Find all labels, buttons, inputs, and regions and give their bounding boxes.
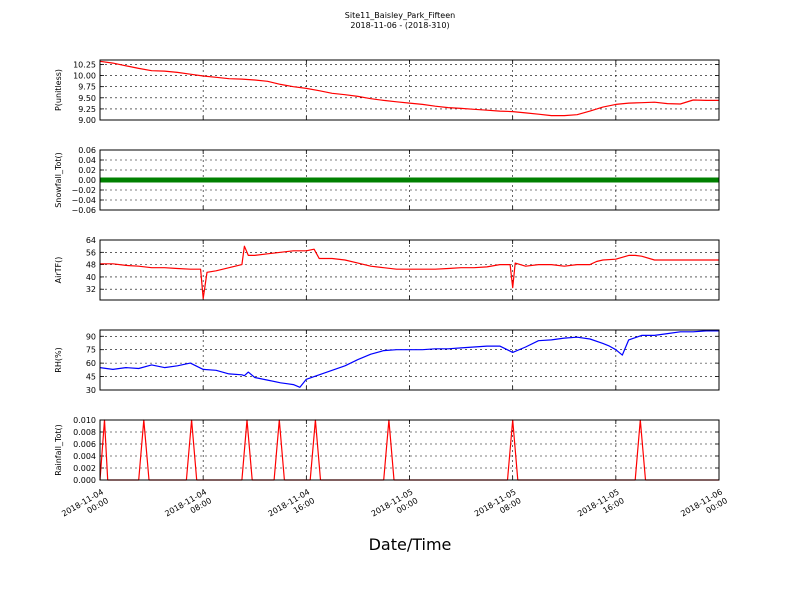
y-tick-label: 45 [86,373,96,382]
y-tick-label: 10.00 [73,72,96,81]
panel-frame [99,149,720,211]
series-line [100,245,719,300]
y-tick-label: 56 [86,248,96,257]
y-tick-label: 9.50 [78,94,96,103]
y-tick-label: −0.04 [71,196,96,205]
y-tick-label: 32 [86,285,96,294]
series-line [99,60,719,117]
y-axis-label: Rainfall_Tot() [54,424,63,476]
panel-frame [99,59,720,121]
figure-title-line1: Site11_Baisley_Park_Fifteen [345,11,455,20]
y-tick-label: 30 [86,386,96,395]
y-tick-label: 0.00 [78,176,96,185]
y-tick-label: 90 [86,332,96,341]
y-tick-label: −0.02 [71,186,96,195]
panel-1: 9.00 9.25 9.50 9.75 10.00 10.25 P(unitless) [54,59,720,125]
y-tick-label: 0.000 [73,476,96,485]
y-tick-label: 9.75 [78,83,96,92]
y-axis-label: RH(%) [54,347,63,372]
panel-5: 0.000 0.002 0.004 0.006 0.008 0.010 Rainfall_T… [54,416,720,485]
panel-2: −0.06−0.04−0.020.000.020.040.06 Snowfall_… [54,146,720,215]
y-tick-label: −0.06 [71,206,96,215]
y-tick-label: 40 [86,273,96,282]
panel-3: 32 40 48 56 64 AirTF() [54,236,720,301]
series-line [99,419,719,481]
y-tick-label: 0.04 [78,156,96,165]
panel-frame [99,239,720,301]
y-tick-label: 0.010 [73,416,96,425]
y-axis-label: P(unitless) [54,69,63,111]
panel-4: 30 45 60 75 90 RH(%) [54,329,720,395]
y-tick-label: 0.004 [73,452,96,461]
y-axis-label: Snowfall_Tot() [54,152,63,208]
y-tick-label: 0.06 [78,146,96,155]
x-axis-label: Date/Time [369,535,452,554]
y-tick-label: 0.006 [73,440,96,449]
y-tick-label: 0.008 [73,428,96,437]
panel-frame [99,329,720,391]
y-tick-label: 9.00 [78,116,96,125]
y-tick-label: 10.25 [73,60,96,69]
y-axis-label: AirTF() [54,257,63,284]
figure-title-line2: 2018-11-06 - (2018-310) [350,21,449,30]
y-tick-label: 0.002 [73,464,96,473]
y-tick-label: 64 [86,236,96,245]
y-tick-label: 0.02 [78,166,96,175]
panel-frame [99,419,720,481]
y-tick-label: 60 [86,359,96,368]
y-tick-label: 9.25 [78,105,96,114]
series-line [99,330,719,388]
y-tick-label: 75 [86,346,96,355]
panels: 9.00 9.25 9.50 9.75 10.00 10.25 P(unitless) −0.… [54,59,720,485]
y-tick-label: 48 [86,261,96,270]
